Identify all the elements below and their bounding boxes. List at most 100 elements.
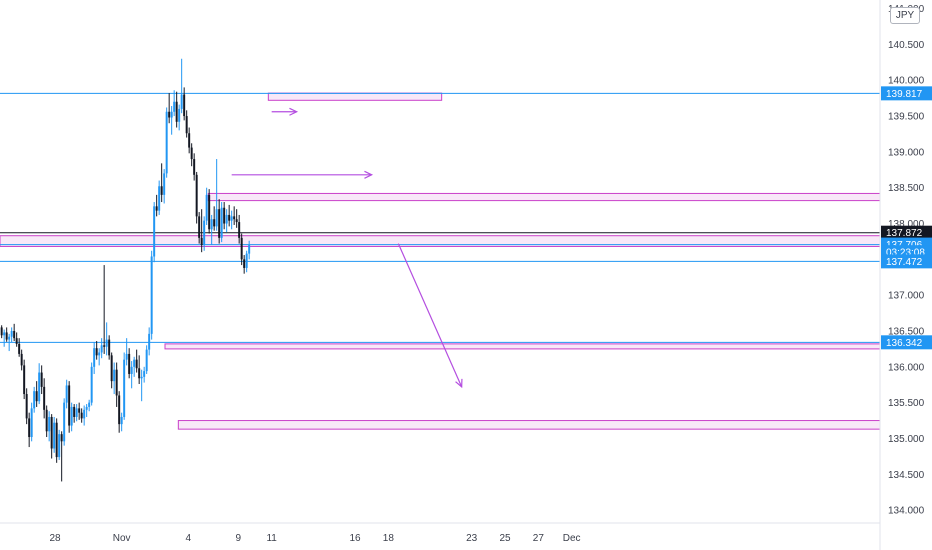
candle-body [245, 253, 248, 268]
price-tags-layer: 139.817137.872137.70603:23:08137.472136.… [881, 86, 932, 350]
candle-body [208, 194, 211, 230]
candle-body [165, 111, 168, 174]
price-tag-label: 137.872 [886, 228, 923, 239]
quote-currency-badge: JPY [890, 7, 920, 24]
candle-body [145, 349, 148, 372]
candle-body [210, 219, 213, 230]
price-tick-label: 136.000 [888, 362, 925, 373]
price-tick-label: 139.000 [888, 147, 925, 158]
candle-body [20, 353, 23, 366]
candle-body [38, 372, 41, 402]
candle-body [88, 402, 91, 407]
candle-body [128, 353, 131, 374]
price-tick-label: 139.500 [888, 112, 925, 123]
candle-body [13, 330, 16, 339]
candle-body [55, 422, 58, 458]
candle-body [8, 336, 11, 340]
projection-arrow-head [455, 378, 463, 389]
price-tick-label: 138.000 [888, 219, 925, 230]
candle-body [40, 372, 43, 387]
price-tag-label: 139.817 [886, 89, 923, 100]
candle-body [18, 343, 21, 354]
candle-body [98, 352, 101, 356]
supply-demand-zone [177, 420, 881, 430]
supply-demand-zone [164, 343, 881, 350]
candle-body [225, 214, 228, 224]
candle-body [228, 214, 231, 221]
price-tick-label: 140.000 [888, 76, 925, 87]
price-tick-label: 135.000 [888, 434, 925, 445]
candle-body [110, 355, 113, 382]
time-axis[interactable]: 28 Nov 4 9 11 16 18 23 25 27 Dec [49, 533, 580, 544]
time-tick-label: 23 [466, 533, 478, 544]
candle-body [133, 359, 136, 367]
candle-body [180, 94, 183, 109]
candle-body [248, 245, 251, 254]
candle-body [195, 174, 198, 217]
candle-body [215, 209, 218, 227]
candle-body [140, 376, 143, 379]
candle-body [205, 194, 208, 221]
candle-body [135, 359, 138, 369]
candle-body [218, 209, 221, 238]
candle-body [243, 259, 246, 268]
candle-body [188, 133, 191, 148]
candle-body [163, 173, 166, 195]
price-tag-label: 03:23:08 [886, 248, 925, 259]
supply-demand-zone [267, 92, 443, 101]
candle-body [185, 116, 188, 134]
candle-body [233, 216, 236, 220]
candle-body [70, 406, 73, 426]
price-tick-label: 135.500 [888, 398, 925, 409]
candle-body [118, 395, 121, 425]
price-tick-label: 137.000 [888, 291, 925, 302]
time-tick-label: 25 [499, 533, 511, 544]
candle-body [78, 408, 81, 413]
candle-body [235, 219, 238, 223]
time-tick-label: Nov [113, 533, 131, 544]
candle-body [63, 402, 66, 442]
candle-body [125, 353, 128, 360]
candle-body [93, 348, 96, 367]
candle-body [95, 348, 98, 356]
time-tick-label: 11 [266, 533, 277, 544]
candle-body [75, 408, 78, 417]
candle-body [83, 409, 86, 419]
horizontal-lines-layer [0, 92, 880, 343]
candle-body [85, 406, 88, 410]
price-tag-label: 136.342 [886, 338, 923, 349]
time-tick-label: 9 [236, 533, 242, 544]
candle-body [240, 237, 243, 260]
candles-layer [0, 58, 251, 482]
candle-body [213, 219, 216, 227]
candle-body [10, 330, 13, 337]
candle-body [115, 369, 118, 396]
projection-arrow-head [364, 170, 374, 179]
candle-body [108, 339, 111, 356]
candle-body [150, 256, 153, 334]
candle-body [100, 345, 103, 353]
price-tag-label: 137.472 [886, 257, 923, 268]
candle-body [160, 186, 163, 195]
time-tick-label: 16 [349, 533, 361, 544]
candle-body [48, 416, 51, 432]
candle-body [50, 416, 53, 449]
candle-body [120, 416, 123, 425]
candle-body [90, 366, 93, 403]
candle-body [238, 222, 241, 238]
price-tick-label: 140.500 [888, 40, 925, 51]
price-tick-label: 136.500 [888, 326, 925, 337]
candle-body [35, 391, 38, 402]
candle-body [153, 206, 156, 257]
time-tick-label: 27 [533, 533, 545, 544]
candle-body [60, 434, 63, 442]
candle-body [30, 408, 33, 438]
supply-demand-zone [207, 192, 881, 202]
candle-body [43, 386, 46, 410]
time-tick-label: 18 [383, 533, 395, 544]
candle-body [158, 186, 161, 211]
candle-body [68, 385, 71, 426]
candle-body [223, 207, 226, 224]
candle-body [5, 332, 8, 340]
